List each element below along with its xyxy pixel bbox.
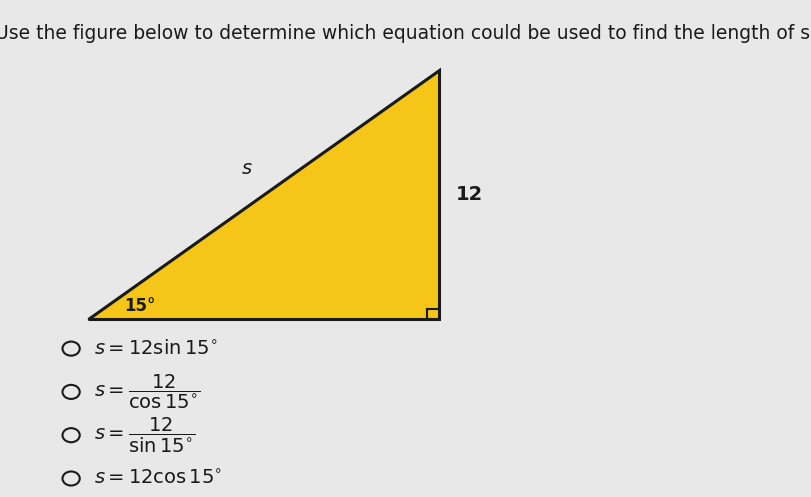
Text: $s = 12\cos 15^{\circ}$: $s = 12\cos 15^{\circ}$ [94,469,222,488]
Polygon shape [88,70,439,319]
Text: s: s [242,159,251,178]
Text: 15°: 15° [124,297,156,315]
Text: 12: 12 [455,185,483,204]
Text: $s = \dfrac{12}{\cos 15^{\circ}}$: $s = \dfrac{12}{\cos 15^{\circ}}$ [94,373,200,411]
Text: $s = \dfrac{12}{\sin 15^{\circ}}$: $s = \dfrac{12}{\sin 15^{\circ}}$ [94,415,195,455]
Text: $s = 12\sin 15^{\circ}$: $s = 12\sin 15^{\circ}$ [94,339,217,358]
Text: Use the figure below to determine which equation could be used to find the lengt: Use the figure below to determine which … [0,24,811,43]
